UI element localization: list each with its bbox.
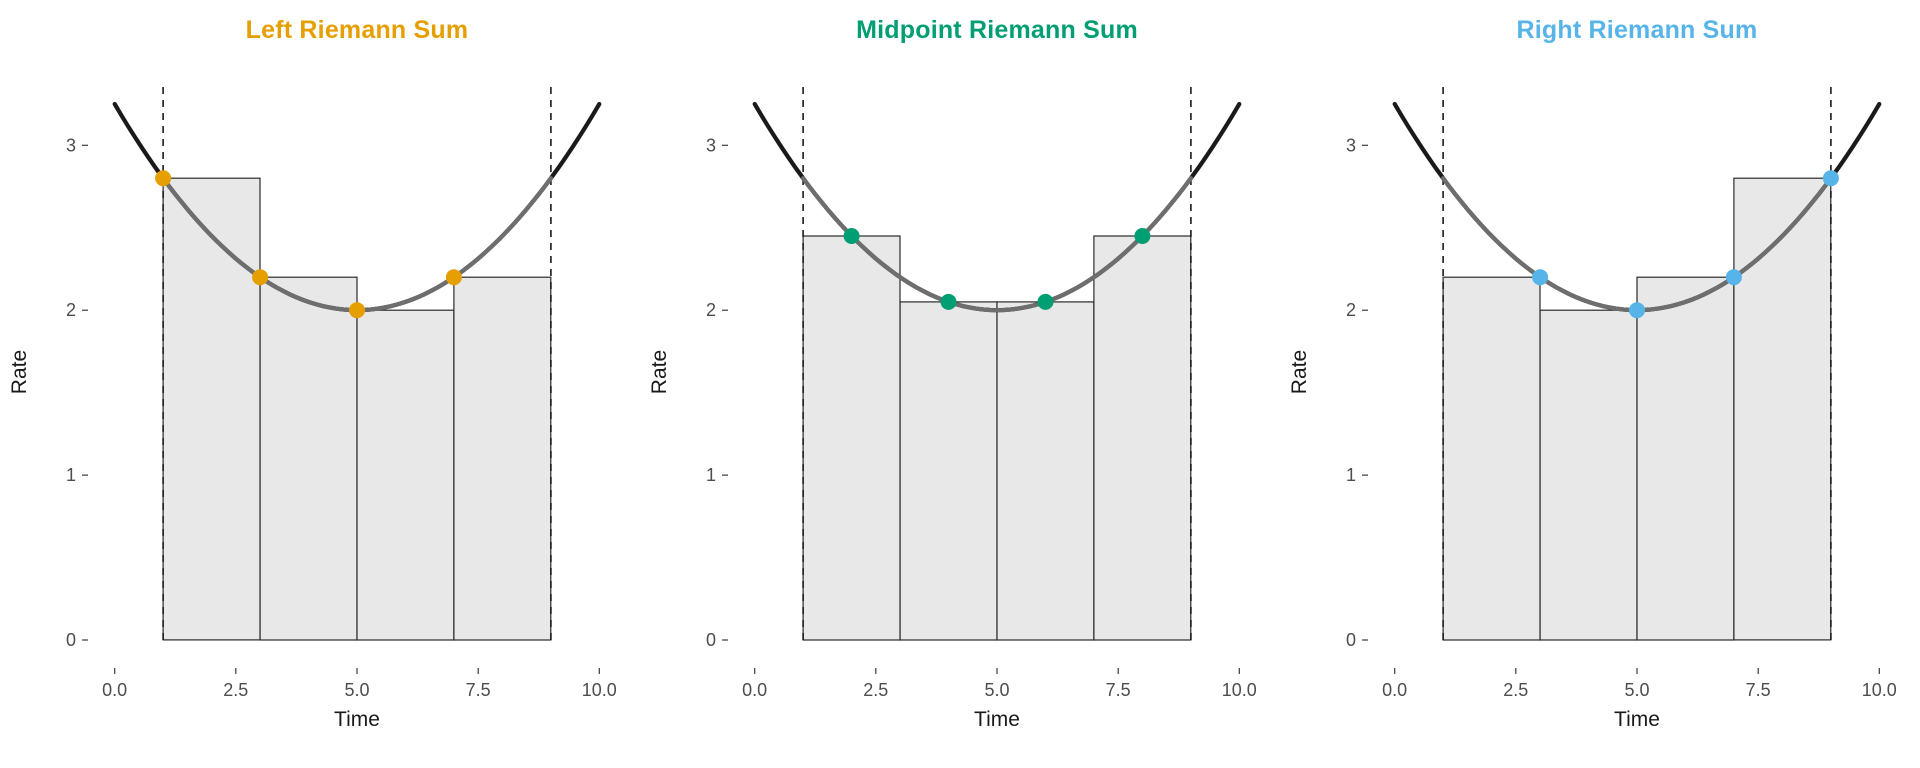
x-tick-label: 2.5 bbox=[223, 680, 248, 700]
riemann-bar bbox=[259, 276, 358, 641]
riemann-bar bbox=[1733, 177, 1832, 641]
panel-title-right: Right Riemann Sum bbox=[1516, 16, 1758, 44]
y-tick-label: 1 bbox=[706, 465, 716, 485]
riemann-bar bbox=[1539, 309, 1638, 641]
x-tick-label: 2.5 bbox=[863, 680, 888, 700]
x-tick-label: 5.0 bbox=[344, 680, 369, 700]
y-axis-title: Rate bbox=[648, 350, 671, 394]
riemann-bar bbox=[1636, 276, 1735, 641]
y-tick-label: 2 bbox=[1346, 300, 1356, 320]
rate-function-curve-inner bbox=[801, 176, 1193, 313]
y-tick-label: 2 bbox=[66, 300, 76, 320]
x-tick-label: 7.5 bbox=[1746, 680, 1771, 700]
sample-point bbox=[349, 302, 365, 319]
sample-point bbox=[940, 293, 957, 310]
sample-point bbox=[1629, 302, 1645, 319]
sample-point bbox=[155, 170, 172, 187]
riemann-bar bbox=[802, 235, 901, 641]
riemann-bar bbox=[1093, 235, 1192, 641]
right-riemann-chart: 0.0 2.5 5.0 7.5 10.0 0 1 2 3 Time Rate bbox=[1288, 84, 1897, 731]
x-axis-title: Time bbox=[334, 708, 380, 731]
riemann-bar bbox=[899, 301, 998, 641]
sample-point bbox=[843, 228, 860, 244]
panel-right-riemann: Right Riemann Sum 0.0 2.5 5.0 7.5 10.0 0 1 2 3 Ti… bbox=[1280, 0, 1920, 768]
x-tick-label: 0.0 bbox=[1382, 680, 1407, 700]
y-tick-label: 3 bbox=[706, 135, 716, 155]
y-tick-label: 0 bbox=[1346, 630, 1356, 650]
x-axis-title: Time bbox=[1614, 708, 1660, 731]
y-axis-title: Rate bbox=[1288, 350, 1311, 394]
x-axis-title: Time bbox=[974, 708, 1020, 731]
sample-point bbox=[1822, 170, 1839, 187]
panel-midpoint-riemann: Midpoint Riemann Sum 0.0 2.5 5.0 7.5 10.0 0 1 2… bbox=[640, 0, 1280, 768]
panel-title-left: Left Riemann Sum bbox=[245, 16, 469, 44]
x-tick-label: 0.0 bbox=[742, 680, 767, 700]
y-tick-label: 1 bbox=[66, 465, 76, 485]
sample-point bbox=[1037, 293, 1054, 310]
y-axis-title: Rate bbox=[8, 350, 31, 394]
x-tick-label: 10.0 bbox=[1222, 680, 1257, 700]
x-tick-label: 7.5 bbox=[1106, 680, 1131, 700]
sample-point bbox=[1725, 269, 1742, 286]
x-tick-label: 10.0 bbox=[582, 680, 617, 700]
y-tick-label: 1 bbox=[1346, 465, 1356, 485]
riemann-bar bbox=[1442, 276, 1541, 641]
sample-point bbox=[445, 269, 462, 286]
y-tick-label: 3 bbox=[66, 135, 76, 155]
sample-point bbox=[252, 269, 269, 286]
panel-left-riemann: Left Riemann Sum 0.0 2.5 5.0 7.5 10.0 0 1 2 3 Tim… bbox=[0, 0, 640, 768]
x-tick-label: 10.0 bbox=[1862, 680, 1897, 700]
x-tick-label: 7.5 bbox=[466, 680, 491, 700]
riemann-bar bbox=[453, 276, 552, 641]
y-tick-label: 3 bbox=[1346, 135, 1356, 155]
midpoint-riemann-chart: 0.0 2.5 5.0 7.5 10.0 0 1 2 3 Time Rate bbox=[648, 84, 1257, 731]
y-tick-label: 0 bbox=[706, 630, 716, 650]
y-tick-label: 0 bbox=[66, 630, 76, 650]
sample-point bbox=[1532, 269, 1549, 286]
panel-title-midpoint: Midpoint Riemann Sum bbox=[856, 16, 1138, 44]
x-tick-label: 0.0 bbox=[102, 680, 127, 700]
x-tick-label: 2.5 bbox=[1503, 680, 1528, 700]
left-riemann-chart: 0.0 2.5 5.0 7.5 10.0 0 1 2 3 Time Rate bbox=[8, 84, 617, 731]
riemann-bar bbox=[356, 309, 455, 641]
x-tick-label: 5.0 bbox=[984, 680, 1009, 700]
sample-point bbox=[1134, 228, 1151, 244]
riemann-bar bbox=[162, 177, 261, 641]
x-tick-label: 5.0 bbox=[1624, 680, 1649, 700]
riemann-bar bbox=[996, 301, 1095, 641]
y-tick-label: 2 bbox=[706, 300, 716, 320]
